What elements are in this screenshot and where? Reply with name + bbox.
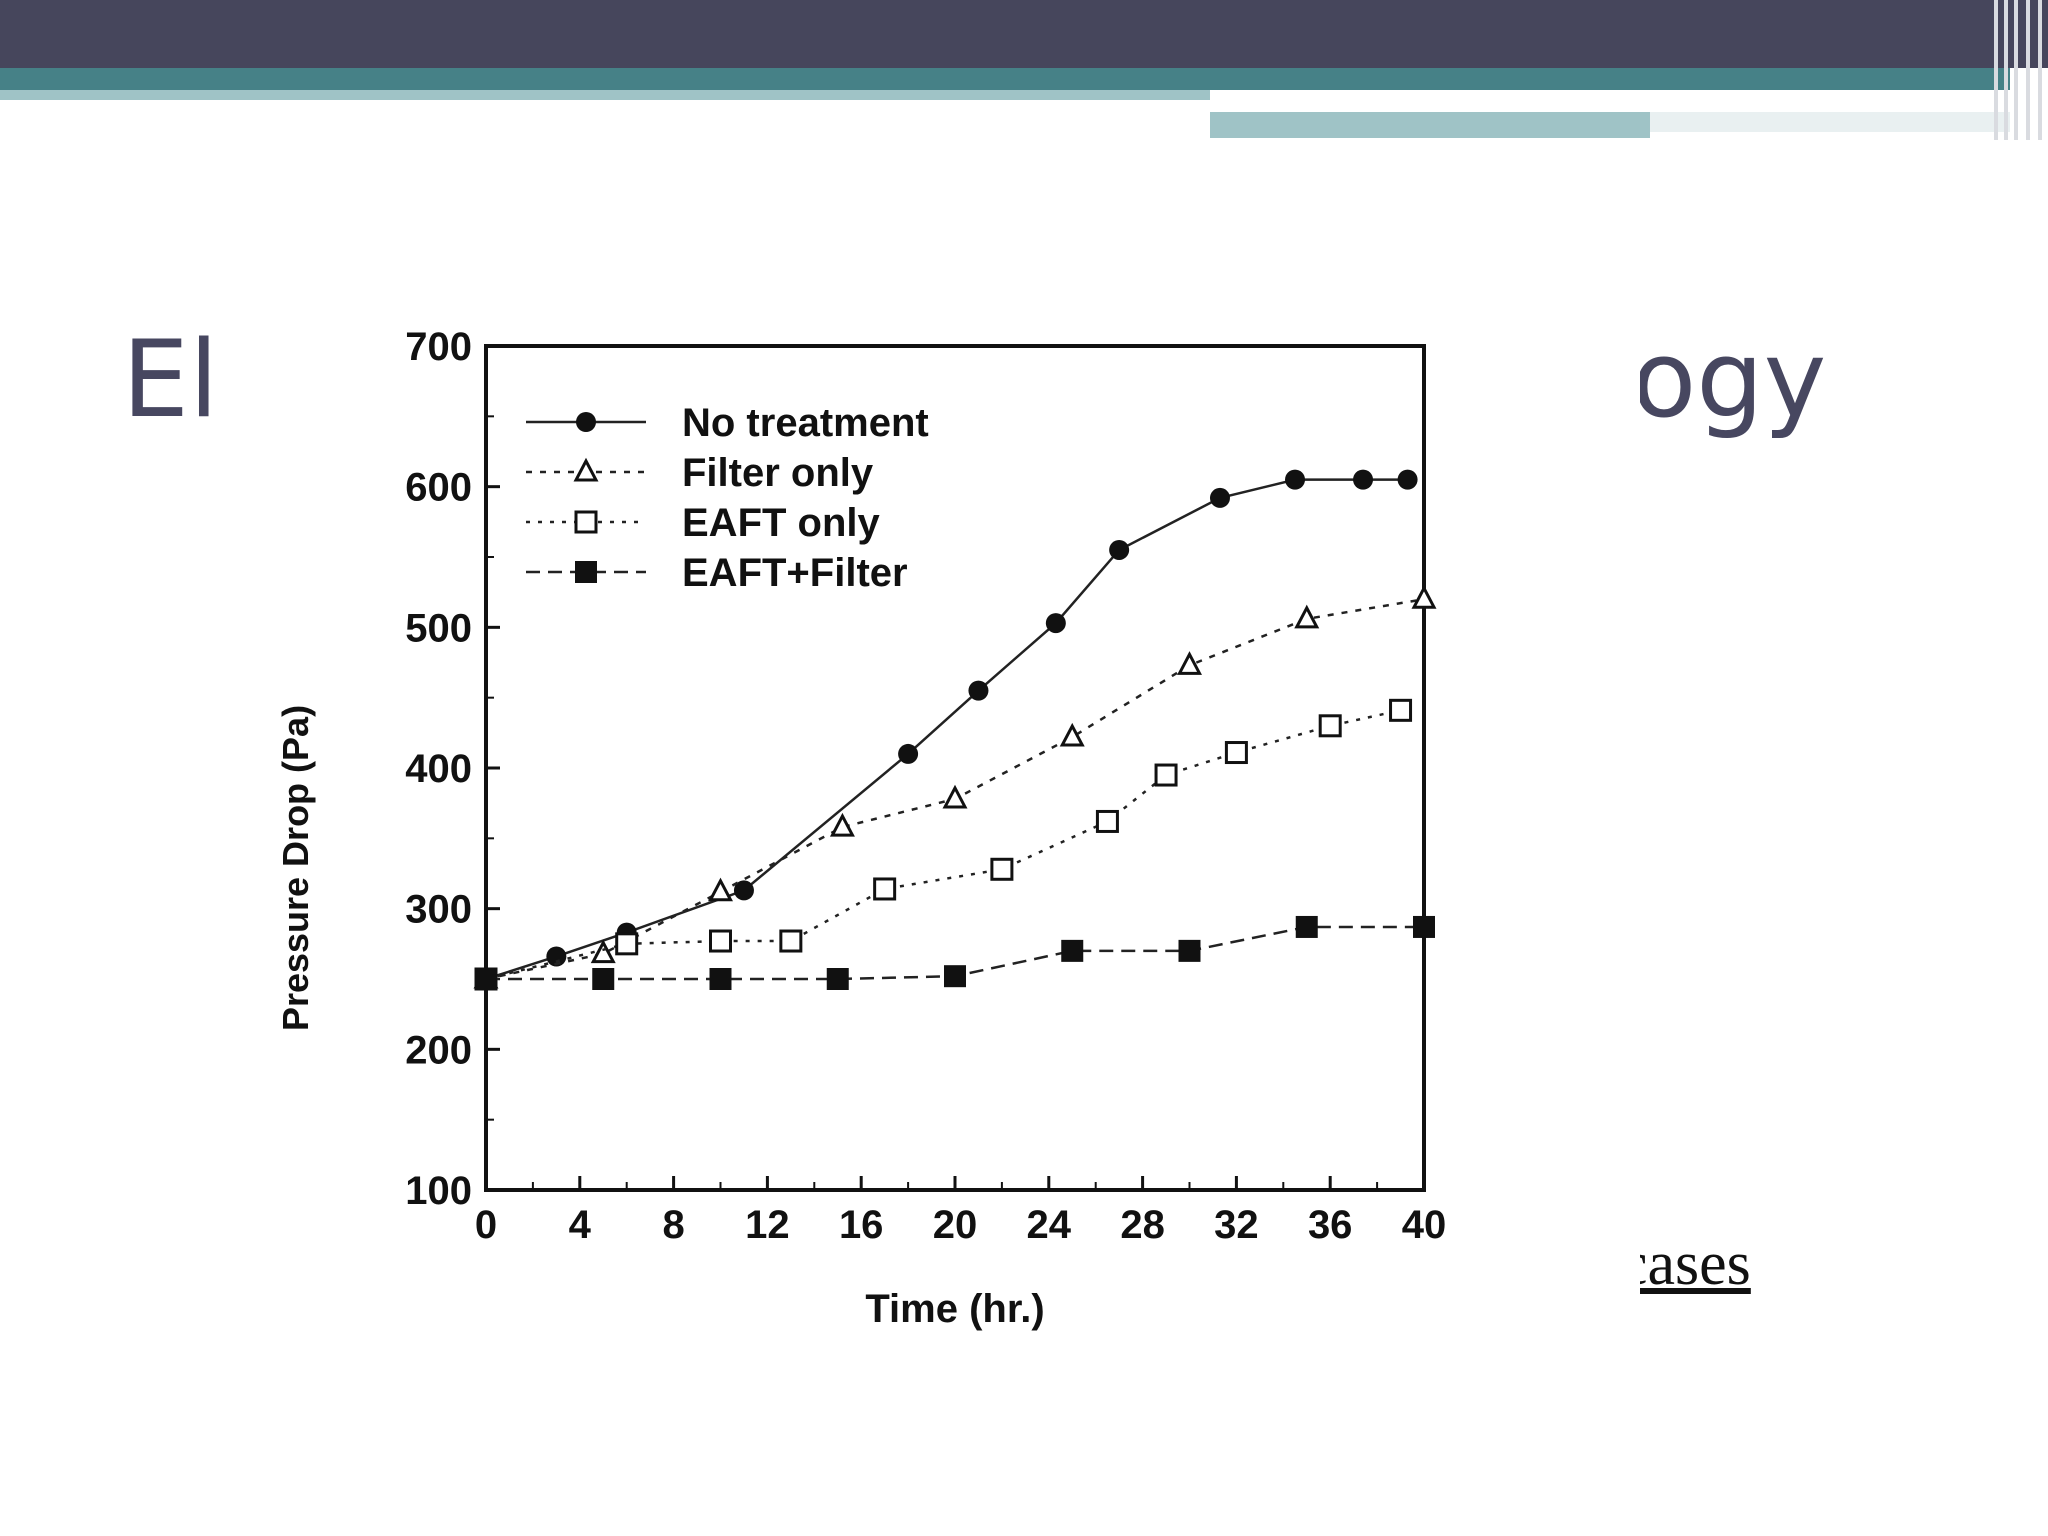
data-point-no-treatment: [733, 880, 754, 901]
data-point-eaft-only: [873, 877, 897, 901]
y-tick-label: 300: [405, 888, 472, 932]
data-point-no-treatment: [1285, 469, 1306, 490]
y-tick-label: 700: [405, 325, 472, 369]
y-tick-label: 400: [405, 747, 472, 791]
data-point-eaft-only: [1154, 763, 1178, 787]
x-tick-label: 16: [839, 1203, 884, 1247]
data-point-filter-only: [942, 784, 968, 809]
data-point-no-treatment: [1353, 469, 1374, 490]
legend-label-no-treatment: No treatment: [682, 401, 929, 445]
data-point-eaft-filter: [1061, 939, 1084, 962]
x-tick-label: 24: [1027, 1203, 1072, 1247]
data-point-eaft-filter: [826, 968, 849, 990]
data-point-eaft-only: [1318, 714, 1342, 738]
slide-accent-band-light: [0, 90, 1210, 100]
x-axis-label: Time (hr.): [865, 1287, 1044, 1331]
data-point-no-treatment: [968, 680, 989, 701]
data-point-filter-only: [590, 939, 616, 964]
data-point-eaft-filter: [1178, 939, 1201, 962]
slide-ribbon-pale: [1650, 112, 2010, 132]
slide-edge-lines: [1990, 0, 2048, 140]
pressure-drop-chart: 0 4 8 12 16 20 24 28 32 36 40 100 200 300 400 500 600 700…: [275, 325, 1447, 1331]
x-tick-label: 32: [1214, 1203, 1259, 1247]
x-tick-label: 36: [1308, 1203, 1353, 1247]
x-tick-label: 12: [745, 1203, 790, 1247]
data-point-no-treatment: [1109, 539, 1130, 560]
legend-label-eaft-filter: EAFT+Filter: [682, 551, 908, 595]
data-point-eaft-only: [615, 932, 639, 956]
data-point-eaft-only: [1095, 809, 1119, 833]
data-point-no-treatment: [1045, 613, 1066, 634]
data-point-eaft-only: [990, 857, 1014, 881]
y-tick-label: 500: [405, 606, 472, 650]
data-point-filter-only: [708, 877, 733, 902]
data-point-eaft-filter: [709, 968, 732, 990]
data-point-eaft-only: [1389, 698, 1413, 722]
data-point-no-treatment: [1397, 469, 1418, 490]
x-tick-label: 28: [1120, 1203, 1165, 1247]
slide-ribbon-gap: [1210, 98, 2010, 108]
data-point-filter-only: [1294, 604, 1320, 629]
legend-marker-no-treatment: [576, 412, 596, 432]
data-point-eaft-filter: [475, 968, 497, 990]
y-axis-label: Pressure Drop (Pa): [275, 705, 316, 1031]
y-tick-label: 600: [405, 466, 472, 510]
data-point-eaft-filter: [1413, 915, 1435, 938]
series-line-no-treatment: [485, 478, 1408, 981]
y-tick-label: 100: [405, 1169, 472, 1213]
series-line-eaft-only: [485, 709, 1401, 981]
data-point-eaft-filter: [1295, 915, 1318, 938]
data-point-no-treatment: [1209, 487, 1230, 508]
legend-marker-eaft-only: [574, 510, 598, 534]
legend-marker-eaft-filter: [575, 561, 597, 583]
legend-marker-filter-only: [573, 457, 599, 482]
data-point-eaft-only: [1224, 741, 1248, 765]
data-point-filter-only: [829, 812, 855, 837]
legend-label-eaft-only: EAFT only: [682, 501, 881, 545]
x-tick-label: 4: [569, 1203, 592, 1247]
data-point-filter-only: [1059, 722, 1085, 747]
data-point-filter-only: [1411, 584, 1437, 609]
slide-link-fragment[interactable]: cases: [1620, 1230, 1751, 1298]
data-point-eaft-filter: [944, 965, 966, 988]
data-point-no-treatment: [898, 743, 919, 764]
data-point-no-treatment: [546, 946, 567, 967]
x-tick-label: 40: [1402, 1203, 1447, 1247]
slide-top-bar: [0, 0, 2048, 68]
legend-label-filter-only: Filter only: [682, 451, 874, 495]
slide-ribbon-light: [1210, 112, 1650, 138]
x-tick-label: 20: [933, 1203, 978, 1247]
data-point-filter-only: [1177, 651, 1202, 675]
x-tick-label: 8: [662, 1203, 684, 1247]
data-point-eaft-only: [709, 929, 732, 953]
chart-image: 0 4 8 12 16 20 24 28 32 36 40 100 200 300 400 500 600 700…: [212, 318, 1640, 1348]
y-tick-label: 200: [405, 1028, 472, 1072]
slide-title-left: El: [122, 318, 219, 441]
slide-accent-band: [0, 68, 2010, 90]
data-point-eaft-filter: [592, 968, 615, 990]
x-tick-label: 0: [475, 1203, 497, 1247]
data-point-eaft-only: [779, 929, 803, 953]
